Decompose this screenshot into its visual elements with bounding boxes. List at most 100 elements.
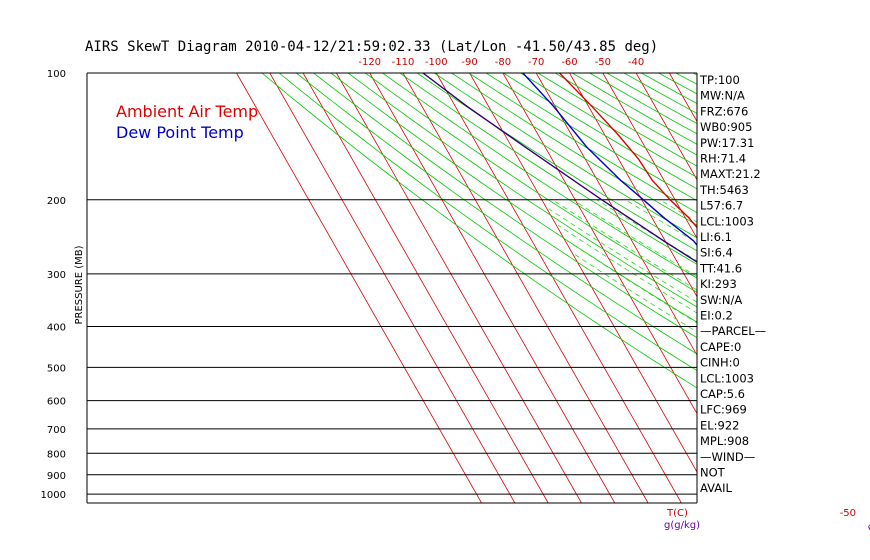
pressure-tick-label: 100 (47, 69, 66, 80)
dry-adiabat (330, 73, 697, 323)
pressure-tick-label: 900 (47, 471, 66, 482)
index-item: MW:N/A (700, 89, 745, 103)
index-item: CAP:5.6 (700, 387, 745, 401)
dry-adiabat (278, 73, 697, 372)
top-temp-tick-label: -100 (425, 57, 448, 68)
index-item: NOT (700, 466, 726, 480)
legend-dew-point-temp: Dew Point Temp (116, 123, 244, 142)
dry-adiabat (468, 73, 697, 214)
series-point-0 (637, 158, 640, 160)
pressure-tick-label: 700 (47, 425, 66, 436)
index-item: —PARCEL— (700, 324, 766, 338)
bottom-temp-tick-label: -50 (840, 508, 856, 519)
series-point-0 (813, 301, 814, 302)
series-layer (422, 73, 864, 368)
index-item: TT:41.6 (699, 261, 742, 275)
dry-adiabat (313, 73, 697, 339)
dry-adiabat (503, 73, 697, 190)
index-item: SW:N/A (700, 293, 742, 307)
series-point-2 (524, 146, 526, 148)
pressure-tick-label: 800 (47, 449, 66, 460)
top-temp-tick-label: -80 (495, 57, 511, 68)
series-point-2 (601, 199, 603, 201)
series-point-1 (586, 146, 588, 148)
dry-adiabat (399, 73, 697, 265)
pressure-tick-label: 600 (47, 397, 66, 408)
series-point-1 (692, 239, 694, 242)
index-item: RH:71.4 (700, 152, 746, 166)
isotherm (469, 73, 697, 473)
index-item: AVAIL (700, 481, 733, 495)
dry-adiabat (831, 73, 870, 503)
isotherm (302, 73, 549, 503)
series-point-2 (798, 326, 799, 327)
top-temp-tick-label: -110 (392, 57, 415, 68)
dry-adiabat (866, 73, 870, 503)
index-item: KI:293 (700, 277, 737, 291)
series-point-2 (466, 105, 468, 107)
dry-adiabat (261, 73, 697, 389)
mixing-ratio-line (854, 401, 870, 503)
pressure-tick-label: 500 (47, 363, 66, 374)
series-point-0 (591, 105, 593, 107)
dry-adiabat (779, 73, 870, 503)
series-point-1 (857, 367, 858, 368)
index-item: TH:5463 (699, 183, 749, 197)
legend: Ambient Air Temp Dew Point Temp (116, 102, 258, 142)
dry-adiabat (382, 73, 697, 279)
series-line-1 (522, 73, 697, 247)
pressure-tick-label: 300 (47, 270, 66, 281)
series-point-2 (863, 367, 864, 368)
moist-adiabat (744, 200, 870, 503)
series-point-0 (687, 216, 689, 218)
mixing-ratio-line (802, 401, 870, 503)
isotherm (569, 73, 697, 298)
index-item: EL:922 (700, 418, 740, 432)
top-temp-tick-label: -70 (528, 57, 544, 68)
index-item: FRZ:676 (700, 104, 748, 118)
isotherm (369, 73, 616, 503)
isotherm (635, 73, 697, 181)
isotherm (269, 73, 516, 503)
top-temp-tick-label: -120 (358, 57, 381, 68)
isotherm (803, 73, 870, 503)
series-point-1 (749, 301, 750, 302)
top-temp-tick-label: -90 (461, 57, 477, 68)
moist-adiabat (659, 199, 697, 223)
series-point-1 (662, 216, 664, 218)
temp-unit-label: T(C) (666, 508, 688, 519)
series-line-2 (422, 73, 697, 263)
pressure-tick-label: 1000 (41, 490, 66, 501)
isotherm (236, 73, 482, 503)
isotherm (836, 73, 870, 503)
chart-title: AIRS SkewT Diagram 2010-04-12/21:59:02.3… (85, 39, 658, 55)
series-point-0 (760, 273, 761, 274)
index-item: CAPE:0 (700, 340, 741, 354)
dry-adiabat (347, 73, 697, 308)
index-item: PW:17.31 (700, 136, 754, 150)
legend-ambient-air-temp: Ambient Air Temp (116, 102, 258, 121)
series-point-0 (669, 199, 671, 201)
mixing-unit-label: g(g/kg) (664, 520, 700, 531)
dry-adiabat (451, 73, 697, 226)
series-point-0 (857, 326, 858, 327)
index-item: MPL:908 (700, 434, 749, 448)
top-temp-tick-label: -50 (595, 57, 611, 68)
index-item: MAXT:21.2 (700, 167, 761, 181)
pressure-tick-label: 400 (47, 323, 66, 334)
isotherm (602, 73, 697, 240)
series-point-1 (824, 347, 825, 348)
moist-adiabat (785, 200, 870, 503)
index-item: CINH:0 (700, 356, 740, 370)
index-item: SI:6.4 (700, 246, 733, 260)
dry-adiabat (296, 73, 697, 355)
dry-adiabat (641, 73, 697, 104)
series-point-1 (620, 179, 622, 182)
dry-adiabat (365, 73, 697, 293)
index-item: WB0:905 (700, 120, 752, 134)
series-point-0 (617, 133, 619, 136)
isotherm (535, 73, 697, 356)
